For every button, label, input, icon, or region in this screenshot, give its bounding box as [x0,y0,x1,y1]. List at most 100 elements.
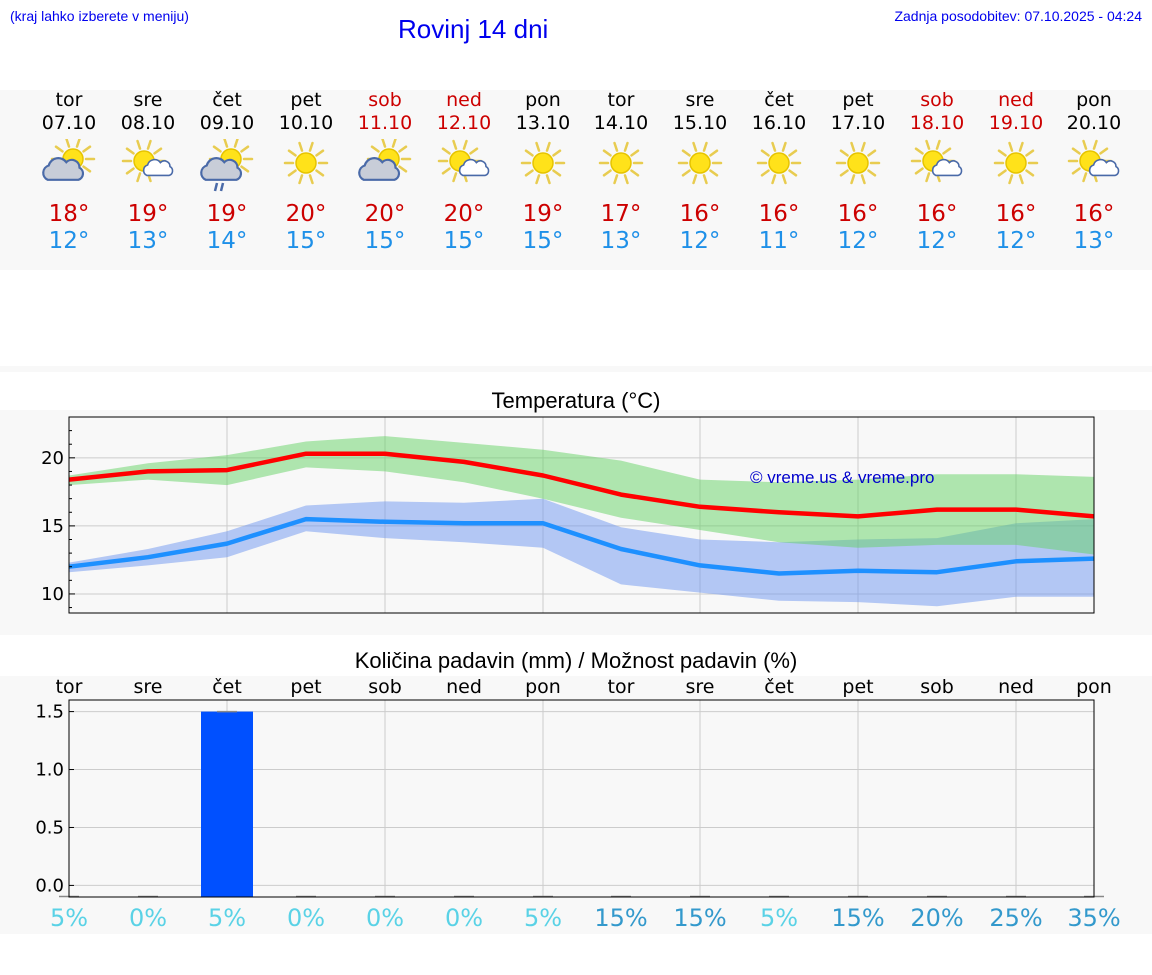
sun-small-cloud-icon [436,139,492,195]
min-temp: 15° [443,228,485,254]
day-column: čet 16.10 16° 11° [739,90,819,257]
day-date: 10.10 [278,112,334,134]
day-column: ned 19.10 16° 12° [976,90,1056,257]
day-date: 14.10 [593,112,649,134]
precip-bar [201,711,253,897]
max-temp: 16° [837,201,879,227]
y-tick-label: 1.5 [35,702,64,723]
max-temp: 19° [127,201,169,227]
day-name: tor [607,89,635,111]
precip-day-label: čet [212,676,242,698]
sun-icon [278,139,334,195]
min-temp: 15° [364,228,406,254]
precip-day-label: pet [290,676,322,698]
region-hint-link[interactable]: (kraj lahko izberete v meniju) [10,8,189,24]
day-date: 12.10 [436,112,492,134]
day-name: čet [764,89,794,111]
day-name: sre [685,89,715,111]
sun-small-cloud-icon [1066,139,1122,195]
precip-probability: 15% [594,904,648,932]
day-name: sob [368,89,402,111]
max-temp: 16° [995,201,1037,227]
y-tick-label: 0.0 [35,875,64,896]
day-date: 17.10 [830,112,886,134]
partly-cloudy-icon [41,137,97,195]
precip-day-label: ned [998,676,1034,698]
max-temp: 17° [600,201,642,227]
day-name: pet [290,89,322,111]
day-column: čet 09.10 19° 14° [187,90,267,257]
sun-icon [988,139,1044,195]
day-name: pon [1076,89,1112,111]
day-name: sre [133,89,163,111]
max-temp: 16° [916,201,958,227]
y-tick-label: 0.5 [35,817,64,838]
precip-day-label: pon [1076,676,1112,698]
max-temp: 20° [285,201,327,227]
temperature-chart-title: Temperatura (°C) [491,388,661,413]
precip-probability: 35% [1067,904,1121,932]
precipitation-chart: 0.0 0.5 1.0 1.5 [35,699,1104,898]
max-temp: 16° [1073,201,1115,227]
precip-day-label: sre [685,676,715,698]
min-temp: 12° [995,228,1037,254]
sun-icon [672,139,728,195]
last-update-text: Zadnja posodobitev: 07.10.2025 - 04:24 [894,8,1142,24]
precip-day-label: ned [446,676,482,698]
y-tick-label: 10 [41,584,64,605]
min-temp: 14° [206,228,248,254]
page-title: Rovinj 14 dni [398,14,549,44]
precip-day-label: čet [764,676,794,698]
max-temp-range-band [69,436,1094,555]
day-column: pon 13.10 19° 15° [503,90,583,257]
precip-probability: 5% [207,904,247,932]
min-temp: 12° [679,228,721,254]
day-date: 18.10 [909,112,965,134]
day-date: 07.10 [41,112,97,134]
precip-day-label: tor [607,676,635,698]
plot-frame [68,699,1095,898]
max-temp: 18° [48,201,90,227]
min-temp: 12° [916,228,958,254]
precip-day-label: pon [525,676,561,698]
day-column: tor 07.10 18° 12° [29,90,109,257]
sun-icon [593,139,649,195]
day-date: 13.10 [515,112,571,134]
max-temp: 19° [206,201,248,227]
day-name: pon [525,89,561,111]
rain-cloud-sun-icon [199,137,255,195]
sun-small-cloud-icon [120,139,176,195]
day-column: sre 08.10 19° 13° [108,90,188,257]
precip-day-label: sre [133,676,163,698]
y-tick-label: 1.0 [35,760,64,781]
max-temp-line [68,451,1095,519]
day-date: 15.10 [672,112,728,134]
precip-probability: 0% [444,904,484,932]
day-name: ned [998,89,1034,111]
partly-cloudy-icon [357,137,413,195]
precip-day-label: pet [842,676,874,698]
sun-icon [751,139,807,195]
day-column: pet 17.10 16° 12° [818,90,898,257]
precip-probability: 15% [673,904,727,932]
day-date: 20.10 [1066,112,1122,134]
temperature-chart: 10 15 20 [41,416,1095,614]
min-temp: 13° [127,228,169,254]
precip-probability: 5% [523,904,563,932]
precip-probability: 15% [831,904,885,932]
max-temp: 20° [364,201,406,227]
min-temp: 11° [758,228,800,254]
day-date: 08.10 [120,112,176,134]
precip-probability: 0% [365,904,405,932]
watermark-text: © vreme.us & vreme.pro [750,468,935,487]
max-temp: 19° [522,201,564,227]
day-column: tor 14.10 17° 13° [581,90,661,257]
precip-probability: 25% [989,904,1043,932]
day-date: 11.10 [357,112,413,134]
y-tick-label: 20 [41,448,64,469]
precip-day-label: sob [920,676,954,698]
day-name: pet [842,89,874,111]
plot-frame [68,416,1095,614]
sun-icon [515,139,571,195]
min-temp-line [68,516,1095,576]
